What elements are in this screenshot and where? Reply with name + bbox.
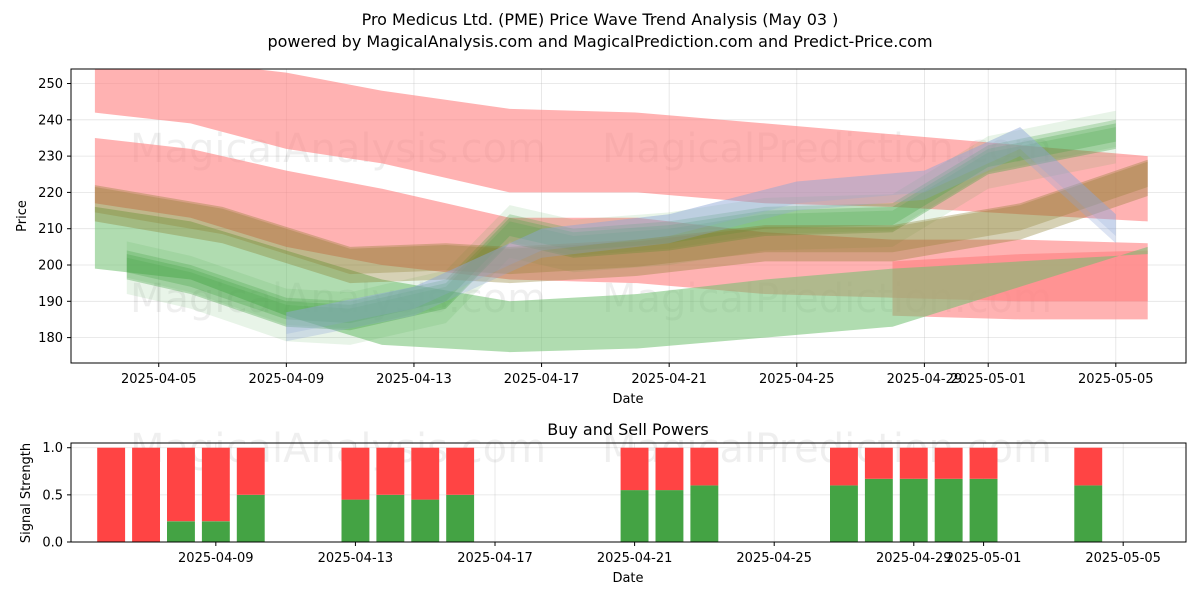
price-y-tick-label: 250 — [38, 77, 63, 92]
chart-subtitle: powered by MagicalAnalysis.com and Magic… — [267, 32, 932, 51]
buy-bar — [167, 521, 195, 542]
price-x-tick-label: 2025-05-01 — [950, 372, 1026, 387]
sell-bar — [376, 447, 405, 495]
buy-bar — [411, 499, 440, 542]
price-x-tick-label: 2025-04-29 — [887, 372, 963, 387]
signal-y-axis-label: Signal Strength — [19, 443, 34, 543]
sell-bar — [655, 447, 684, 491]
sell-bar — [620, 447, 649, 491]
price-y-tick-label: 230 — [38, 150, 63, 165]
signal-plot-frame — [70, 442, 1187, 543]
price-wave-4-layer-1 — [126, 110, 1116, 329]
price-y-ticks: 180 190 200 210 220 230 240 250 — [38, 77, 71, 346]
price-y-tick-label: 180 — [38, 331, 63, 346]
sell-bar — [934, 447, 963, 479]
buy-bar — [690, 485, 719, 542]
signal-x-axis-label: Date — [612, 571, 643, 586]
signal-x-tick-label: 2025-04-13 — [318, 551, 394, 566]
buy-bar — [830, 485, 858, 542]
price-x-tick-label: 2025-04-13 — [376, 372, 452, 387]
signal-x-tick-label: 2025-04-25 — [736, 551, 812, 566]
sell-bar — [899, 447, 928, 479]
buy-bar — [446, 494, 475, 542]
signal-plot-area — [97, 447, 1103, 542]
price-y-tick-label: 240 — [38, 113, 63, 128]
price-y-tick-label: 200 — [38, 259, 63, 274]
signal-x-tick-label: 2025-05-01 — [946, 551, 1022, 566]
sell-bar — [132, 447, 160, 542]
buy-bar — [899, 478, 928, 542]
sell-bar — [1074, 447, 1103, 486]
price-x-tick-label: 2025-04-09 — [249, 372, 325, 387]
price-plot-area — [94, 69, 1148, 353]
chart-title: Pro Medicus Ltd. (PME) Price Wave Trend … — [362, 10, 839, 29]
price-x-tick-label: 2025-04-17 — [504, 372, 580, 387]
price-band-3 — [94, 206, 1148, 353]
buy-bar — [341, 499, 370, 542]
signal-x-ticks: 2025-04-09 2025-04-13 2025-04-17 2025-04-21… — [178, 542, 1161, 566]
buy-bar — [969, 478, 998, 542]
buy-bar — [201, 521, 230, 542]
buy-sell-title: Buy and Sell Powers — [547, 420, 709, 439]
price-x-axis-label: Date — [612, 392, 643, 407]
price-wave-4-layer-4 — [126, 123, 1116, 324]
buy-bar — [655, 490, 684, 542]
price-y-axis-label: Price — [15, 200, 30, 232]
buy-bar — [236, 494, 265, 542]
sell-bar — [864, 447, 893, 479]
price-x-tick-label: 2025-04-25 — [759, 372, 835, 387]
price-wave-4-layer-0 — [126, 119, 1116, 345]
buy-sell-chart: Buy and Sell Powers MagicalAnalysis.com … — [19, 420, 1187, 586]
sell-bar — [411, 447, 440, 500]
price-wave-4-layer-3 — [126, 127, 1116, 331]
sell-bar — [201, 447, 230, 522]
signal-x-tick-label: 2025-04-17 — [457, 551, 533, 566]
sell-bar — [969, 447, 998, 479]
sell-bar — [167, 447, 195, 522]
signal-x-tick-label: 2025-04-21 — [597, 551, 673, 566]
buy-bar — [376, 494, 405, 542]
price-wave-chart: MagicalAnalysis.com MagicalPrediction.co… — [15, 68, 1187, 407]
watermark-analysis-3: MagicalAnalysis.com — [130, 426, 546, 472]
signal-y-tick-label: 0.0 — [42, 536, 63, 551]
buy-bar — [934, 478, 963, 542]
price-band-1 — [94, 138, 1148, 302]
price-y-tick-label: 220 — [38, 186, 63, 201]
price-y-tick-label: 190 — [38, 295, 63, 310]
sell-bar — [236, 447, 265, 495]
buy-bar — [620, 490, 649, 542]
signal-y-tick-label: 1.0 — [42, 441, 63, 456]
price-plot-frame — [70, 68, 1187, 364]
price-wave-4-layer-2 — [126, 119, 1116, 331]
price-y-tick-label: 210 — [38, 222, 63, 237]
price-wave-5-layer-0 — [94, 159, 1148, 284]
price-x-tick-label: 2025-05-05 — [1078, 372, 1154, 387]
buy-bar — [1074, 485, 1103, 542]
price-wave-6-layer-0 — [286, 127, 1116, 342]
signal-y-tick-label: 0.5 — [42, 488, 63, 503]
price-x-tick-label: 2025-04-05 — [121, 372, 197, 387]
sell-bar — [830, 447, 858, 486]
signal-x-tick-label: 2025-04-29 — [876, 551, 952, 566]
sell-bar — [97, 447, 126, 542]
price-x-tick-label: 2025-04-21 — [631, 372, 707, 387]
sell-bar — [341, 447, 370, 500]
price-wave-6-layer-1 — [286, 127, 1116, 334]
signal-x-tick-label: 2025-04-09 — [178, 551, 254, 566]
sell-bar — [690, 447, 719, 486]
price-x-ticks: 2025-04-05 2025-04-09 2025-04-13 2025-04-17… — [121, 363, 1154, 387]
signal-y-ticks: 0.0 0.5 1.0 — [42, 441, 71, 551]
price-wave-5-layer-1 — [94, 161, 1148, 275]
sell-bar — [446, 447, 475, 495]
buy-bar — [864, 478, 893, 542]
signal-x-tick-label: 2025-05-05 — [1085, 551, 1161, 566]
price-band-0 — [94, 69, 1148, 222]
